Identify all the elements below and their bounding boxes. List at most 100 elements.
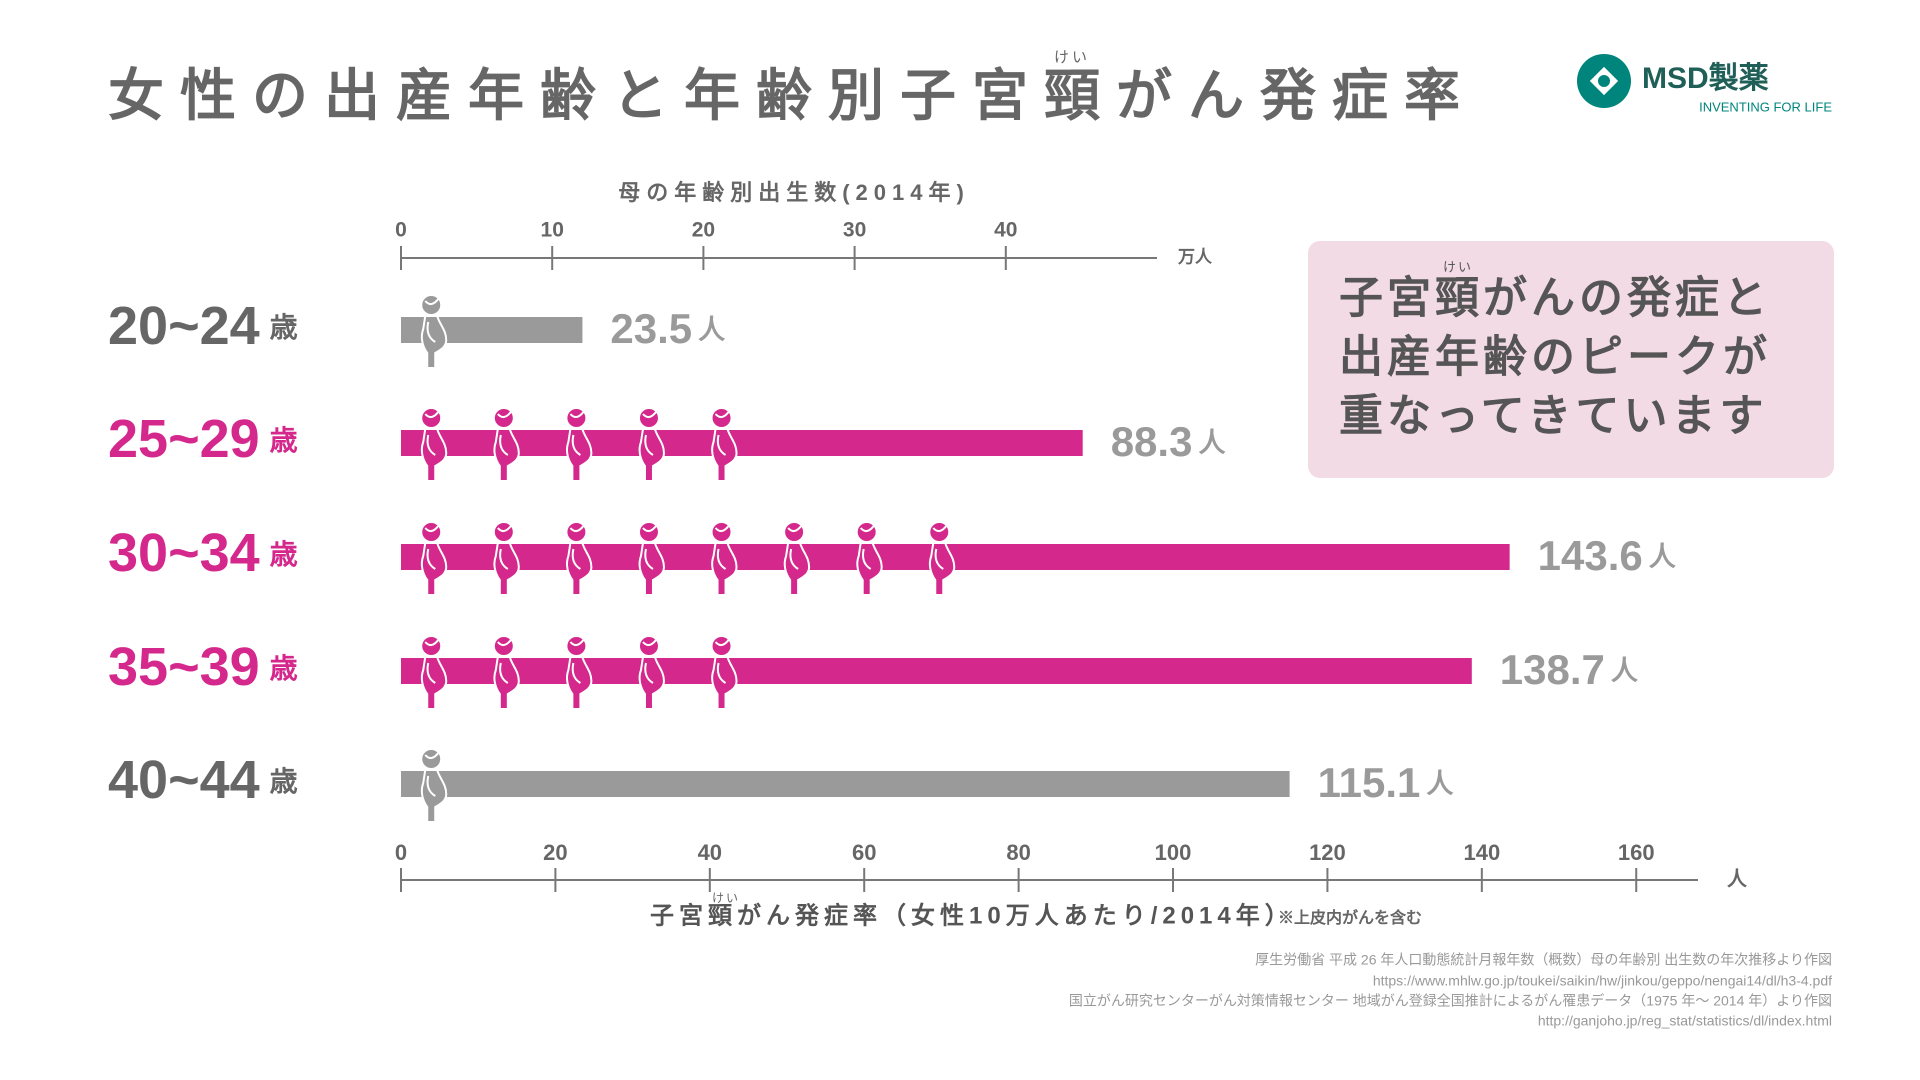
birth-icon xyxy=(928,521,956,596)
icon-arm xyxy=(571,434,581,456)
icon-hair xyxy=(787,525,802,532)
icon-hair xyxy=(424,525,440,532)
birth-icon xyxy=(855,521,883,596)
birth-icon xyxy=(710,521,738,596)
icon-hair xyxy=(424,639,440,646)
births-axis-title: 母の年齢別出生数(2014年) xyxy=(618,180,970,205)
births-tick-label: 20 xyxy=(692,219,715,242)
category-label: 35~39 歳 xyxy=(108,637,298,697)
x-tick-label: 20 xyxy=(543,840,567,865)
birth-icon xyxy=(565,521,593,596)
bar xyxy=(401,658,1472,684)
icon-arm xyxy=(644,434,654,456)
category-value: 30~34 xyxy=(108,523,260,583)
category-value: 25~29 xyxy=(108,409,260,469)
icon-arm xyxy=(644,662,654,684)
birth-icon xyxy=(492,521,520,596)
source-line: 国立がん研究センターがん対策情報センター 地域がん登録全国推計によるがん罹患デー… xyxy=(1069,993,1832,1009)
birth-icon xyxy=(420,521,448,596)
x-tick-label: 140 xyxy=(1463,840,1500,865)
icon-hair xyxy=(642,639,657,646)
icon-hair xyxy=(642,525,657,532)
value-label: 23.5 人 xyxy=(610,305,725,352)
category-unit: 歳 xyxy=(270,766,298,797)
icon-arm xyxy=(499,548,509,570)
icon-arm xyxy=(716,434,727,456)
icon-hair xyxy=(569,639,585,646)
category-label: 25~29 歳 xyxy=(108,409,298,469)
value-unit: 人 xyxy=(698,315,725,345)
category-value: 35~39 xyxy=(108,637,260,697)
births-tick-label: 40 xyxy=(994,219,1017,242)
icon-hair xyxy=(569,525,585,532)
icon-hair xyxy=(497,639,512,646)
icon-arm xyxy=(716,662,727,684)
icon-hair xyxy=(497,411,512,418)
value-number: 143.6 xyxy=(1538,532,1643,579)
birth-icon xyxy=(420,635,448,710)
category-value: 40~44 xyxy=(108,750,260,810)
birth-icon xyxy=(565,635,593,710)
callout-box xyxy=(1308,241,1834,478)
category-unit: 歳 xyxy=(270,653,298,684)
icon-arm xyxy=(862,548,872,570)
birth-icon xyxy=(637,635,665,710)
births-tick-label: 10 xyxy=(541,219,564,242)
icon-arm xyxy=(934,548,944,570)
icon-arm xyxy=(426,321,436,343)
icon-hair xyxy=(714,411,730,418)
value-unit: 人 xyxy=(1649,542,1676,572)
icon-arm xyxy=(571,662,581,684)
value-label: 143.6 人 xyxy=(1538,532,1676,579)
category-unit: 歳 xyxy=(270,425,298,456)
value-label: 88.3 人 xyxy=(1111,418,1226,465)
bar xyxy=(401,771,1290,797)
birth-icon xyxy=(783,521,811,596)
x-tick-label: 160 xyxy=(1618,840,1655,865)
category-value: 20~24 xyxy=(108,296,260,356)
birth-icon xyxy=(420,748,448,823)
value-number: 138.7 xyxy=(1500,646,1605,693)
birth-icon xyxy=(710,407,738,482)
icon-hair xyxy=(642,411,657,418)
logo-name: MSD製薬 xyxy=(1642,62,1769,95)
callout-line: 出産年齢のピークが xyxy=(1339,333,1771,382)
x-axis-ruby: けい xyxy=(712,891,740,905)
icon-arm xyxy=(499,662,509,684)
birth-icon xyxy=(637,521,665,596)
birth-icon xyxy=(420,407,448,482)
births-axis-unit: 万人 xyxy=(1177,247,1213,266)
x-tick-label: 80 xyxy=(1006,840,1030,865)
icon-hair xyxy=(569,411,585,418)
icon-arm xyxy=(426,775,436,797)
value-label: 115.1 人 xyxy=(1318,759,1454,806)
title: 女性の出産年齢と年齢別子宮頸がん発症率 xyxy=(108,64,1476,127)
icon-arm xyxy=(426,662,436,684)
birth-icon xyxy=(420,294,448,369)
x-tick-label: 60 xyxy=(852,840,876,865)
icon-arm xyxy=(426,434,436,456)
value-label: 138.7 人 xyxy=(1500,646,1638,693)
logo-center xyxy=(1598,75,1610,87)
x-tick-label: 0 xyxy=(395,840,407,865)
source-line: 厚生労働省 平成 26 年人口動態統計月報年数（概数）母の年齢別 出生数の年次推… xyxy=(1255,952,1832,968)
callout-line: 子宮頸がんの発症と xyxy=(1339,274,1771,323)
birth-icon xyxy=(565,407,593,482)
logo-tagline: INVENTING FOR LIFE xyxy=(1699,99,1832,114)
icon-hair xyxy=(424,411,440,418)
icon-hair xyxy=(424,298,440,305)
icon-arm xyxy=(644,548,654,570)
birth-icon xyxy=(710,635,738,710)
value-unit: 人 xyxy=(1611,656,1638,686)
birth-icon xyxy=(637,407,665,482)
icon-arm xyxy=(571,548,581,570)
birth-icon xyxy=(492,407,520,482)
icon-hair xyxy=(859,525,875,532)
x-tick-label: 40 xyxy=(698,840,722,865)
source-line: https://www.mhlw.go.jp/toukei/saikin/hw/… xyxy=(1373,973,1832,989)
value-number: 23.5 xyxy=(610,305,692,352)
category-label: 40~44 歳 xyxy=(108,750,298,810)
value-number: 115.1 xyxy=(1318,759,1421,806)
births-tick-label: 30 xyxy=(843,219,866,242)
